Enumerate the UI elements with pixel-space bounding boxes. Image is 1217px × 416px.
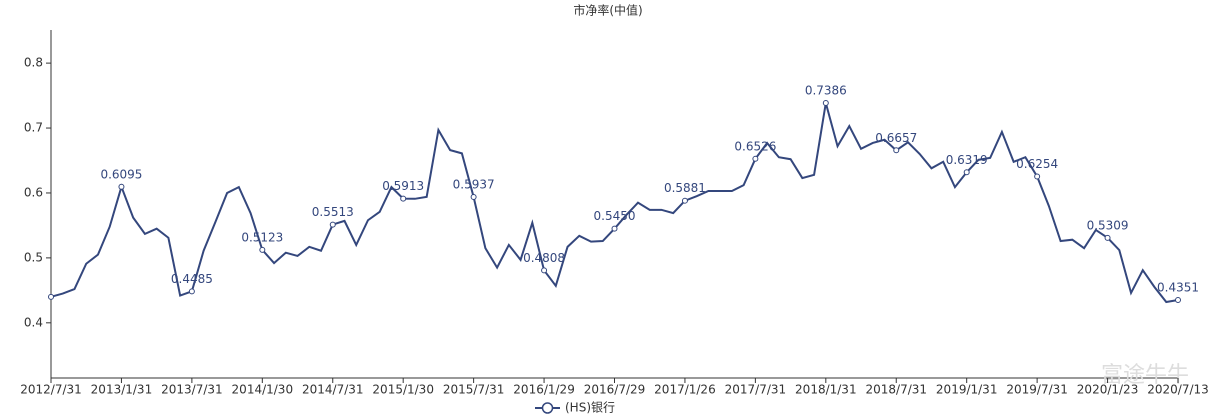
point-marker: [1175, 297, 1181, 304]
y-tick-label: 0.8: [24, 56, 43, 70]
data-label: 0.6254: [1016, 157, 1058, 171]
chart-title: 市净率(中值): [573, 3, 642, 18]
data-label: 0.5913: [382, 179, 424, 193]
x-tick-label: 2012/7/31: [20, 383, 82, 397]
x-tick-label: 2013/1/31: [91, 383, 153, 397]
point-marker: [541, 267, 548, 274]
point-marker: [329, 221, 336, 228]
data-label: 0.4485: [171, 272, 213, 286]
x-tick-label: 2014/7/31: [302, 383, 364, 397]
x-tick-label: 2015/7/31: [443, 383, 505, 397]
point-marker: [681, 197, 688, 204]
point-marker: [259, 246, 266, 253]
data-label: 0.7386: [805, 83, 847, 97]
x-tick-label: 2016/7/29: [584, 383, 646, 397]
x-tick-label: 2019/1/31: [936, 383, 998, 397]
data-label: 0.5513: [312, 205, 354, 219]
x-tick-label: 2016/1/29: [513, 383, 575, 397]
data-label: 0.4351: [1157, 281, 1199, 295]
legend-marker: [541, 402, 554, 414]
x-tick-label: 2017/7/31: [725, 383, 787, 397]
data-label: 0.4808: [523, 251, 565, 265]
y-tick-label: 0.5: [24, 250, 43, 264]
data-label: 0.6526: [734, 139, 776, 153]
point-marker: [611, 225, 618, 232]
point-marker: [48, 293, 54, 300]
data-label: 0.6319: [946, 153, 988, 167]
legend-label: (HS)银行: [565, 401, 615, 415]
x-tick-label: 2019/7/31: [1006, 383, 1068, 397]
x-tick-label: 2015/1/30: [372, 383, 434, 397]
data-label: 0.6657: [875, 131, 917, 145]
data-label: 0.5881: [664, 181, 706, 195]
x-tick-label: 2020/1/23: [1077, 383, 1139, 397]
y-tick-label: 0.7: [24, 121, 43, 135]
point-marker: [822, 99, 829, 106]
x-tick-label: 2018/1/31: [795, 383, 857, 397]
y-tick-label: 0.4: [24, 315, 43, 329]
point-marker: [1034, 173, 1041, 180]
data-label: 0.5937: [453, 178, 495, 192]
x-tick-label: 2013/7/31: [161, 383, 223, 397]
x-tick-label: 2017/1/26: [654, 383, 716, 397]
point-marker: [963, 169, 970, 176]
data-label: 0.5450: [594, 209, 636, 223]
series-line: [50, 102, 1179, 304]
y-tick-label: 0.6: [24, 185, 43, 199]
watermark: 富途牛牛: [1101, 363, 1189, 388]
x-tick-label: 2018/7/31: [865, 383, 927, 397]
x-tick-label: 2020/7/13: [1147, 383, 1209, 397]
data-label: 0.5309: [1087, 218, 1129, 232]
point-marker: [1104, 234, 1111, 241]
point-marker: [400, 195, 407, 202]
point-marker: [118, 183, 125, 190]
point-marker: [470, 194, 477, 201]
data-label: 0.6095: [100, 167, 142, 181]
data-label: 0.5123: [241, 230, 283, 244]
point-marker: [893, 147, 900, 154]
point-marker: [752, 155, 759, 162]
x-tick-label: 2014/1/30: [232, 383, 294, 397]
point-marker: [188, 288, 195, 295]
